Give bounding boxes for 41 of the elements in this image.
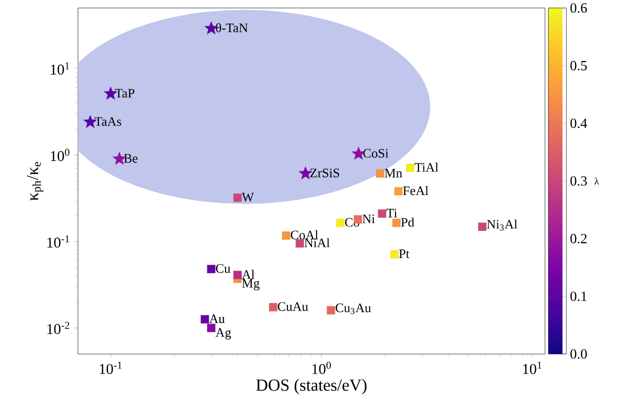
annotation: NiAl xyxy=(304,238,330,248)
annotation: Cu$_{3}$Au xyxy=(336,304,371,314)
y-axis-title: κ$_{ph}$/κ$_{e}$ xyxy=(26,162,44,201)
color-bar-label: 0.3 xyxy=(570,176,587,186)
annotation: Pd xyxy=(401,218,414,227)
color-bar-label: 0.5 xyxy=(570,60,587,70)
annotation: θ-TaN xyxy=(216,23,248,32)
color-bar-title: λ xyxy=(594,177,599,184)
annotation: Al xyxy=(242,270,254,279)
annotation: CoSi xyxy=(363,148,388,158)
y-tick-label: 10$^{1}$ xyxy=(50,62,70,75)
annotation: ZrSiS xyxy=(310,168,340,178)
x-tick-label: 10$^{1}$ xyxy=(523,362,542,374)
x-tick-label: 10$^{0}$ xyxy=(312,362,331,374)
annotation: Cu xyxy=(216,264,230,273)
annotation: W xyxy=(242,192,254,202)
annotation: Ti xyxy=(386,208,398,218)
annotation: Mg xyxy=(242,279,260,290)
annotation: TiAl xyxy=(414,162,438,172)
annotation: TaAs xyxy=(94,117,122,126)
annotation: Ni$_{3}$Al xyxy=(486,220,518,231)
annotation: Ag xyxy=(216,328,232,340)
annotation: FeAl xyxy=(403,186,428,196)
annotation: CoAl xyxy=(290,230,318,240)
y-tick-label: 10$^{-1}$ xyxy=(47,235,70,248)
annotation: Ni xyxy=(362,214,375,224)
annotation: TaP xyxy=(115,88,134,98)
annotation: Pt xyxy=(399,250,410,258)
color-bar-label: 0.4 xyxy=(570,118,588,128)
annotation: Be xyxy=(124,154,138,163)
color-bar-label: 0.1 xyxy=(570,292,586,302)
annotation: Au xyxy=(209,314,225,324)
x-tick-label: 10$^{-1}$ xyxy=(100,362,122,374)
y-tick-label: 10$^{0}$ xyxy=(50,148,70,162)
annotation: Mn xyxy=(384,168,402,178)
y-tick-label: 10$^{-2}$ xyxy=(47,322,70,334)
color-bar-label: 0.6 xyxy=(570,3,587,13)
annotation: CuAu xyxy=(278,302,308,311)
x-axis-title: DOS (states/eV) xyxy=(256,378,366,394)
color-bar-label: 0.2 xyxy=(570,234,587,244)
color-bar-label: 0.0 xyxy=(570,349,587,359)
